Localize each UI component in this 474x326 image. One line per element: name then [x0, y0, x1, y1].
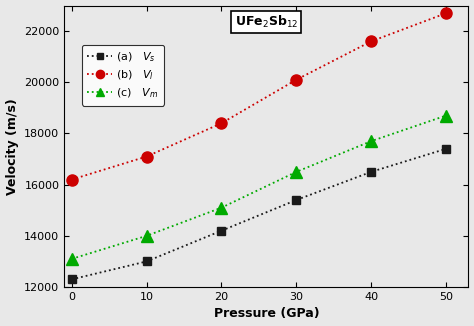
- Y-axis label: Velocity (m/s): Velocity (m/s): [6, 98, 18, 195]
- Text: UFe$_2$Sb$_{12}$: UFe$_2$Sb$_{12}$: [235, 14, 298, 30]
- X-axis label: Pressure (GPa): Pressure (GPa): [213, 307, 319, 320]
- Legend: (a)   $V_s$, (b)   $V_l$, (c)   $V_m$: (a) $V_s$, (b) $V_l$, (c) $V_m$: [82, 45, 164, 106]
